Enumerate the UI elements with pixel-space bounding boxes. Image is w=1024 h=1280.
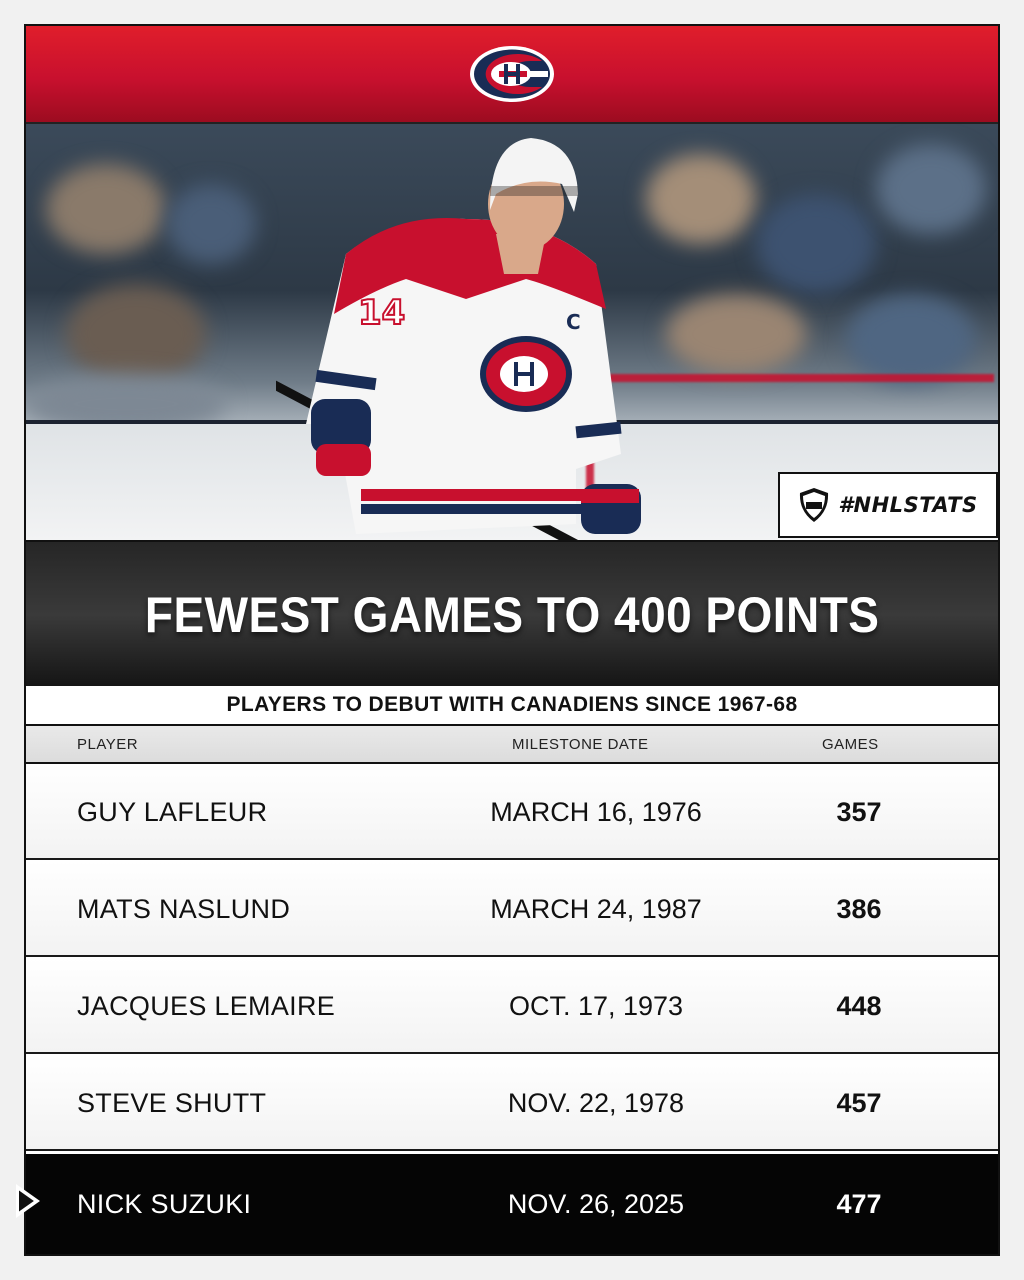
games-count: 448 — [836, 991, 882, 1021]
games-count: 386 — [836, 894, 882, 924]
svg-text:C: C — [566, 310, 581, 334]
table-header: PLAYER MILESTONE DATE GAMES — [26, 726, 998, 764]
milestone-date: MARCH 24, 1987 — [490, 894, 702, 924]
milestone-date: OCT. 17, 1973 — [508, 991, 684, 1021]
games-count: 457 — [836, 1088, 882, 1118]
table-row: STEVE SHUTT NOV. 22, 1978 457 — [26, 1055, 998, 1151]
graphic-card: C 14 #NHLSTATS FEWEST GAMES TO 400 P — [24, 24, 1000, 1256]
player-name: JACQUES LEMAIRE — [77, 991, 336, 1021]
column-games: GAMES — [822, 736, 879, 753]
games-count: 477 — [836, 1189, 882, 1219]
player-figure: C 14 — [276, 138, 641, 540]
player-name: MATS NASLUND — [77, 894, 291, 924]
nhl-stats-badge: #NHLSTATS — [778, 472, 998, 538]
nhl-stats-label: #NHLSTATS — [838, 493, 978, 517]
page-title: FEWEST GAMES TO 400 POINTS — [144, 587, 880, 643]
player-name: STEVE SHUTT — [77, 1088, 267, 1118]
player-name: NICK SUZUKI — [77, 1189, 252, 1219]
table-row: MATS NASLUND MARCH 24, 1987 386 — [26, 861, 998, 957]
title-band: FEWEST GAMES TO 400 POINTS — [26, 540, 998, 690]
column-date: MILESTONE DATE — [512, 736, 649, 753]
games-count: 357 — [836, 797, 882, 827]
player-name: GUY LAFLEUR — [77, 797, 268, 827]
header-bar — [26, 26, 998, 124]
subtitle: PLAYERS TO DEBUT WITH CANADIENS SINCE 19… — [26, 686, 998, 726]
nhl-shield-icon — [800, 488, 829, 522]
milestone-date: NOV. 26, 2025 — [507, 1189, 685, 1219]
highlight-arrow-inner — [19, 1190, 34, 1212]
svg-text:14: 14 — [358, 293, 405, 333]
milestone-date: MARCH 16, 1976 — [490, 797, 702, 827]
player-photo: C 14 #NHLSTATS — [26, 124, 998, 540]
column-player: PLAYER — [77, 736, 139, 753]
table-row: JACQUES LEMAIRE OCT. 17, 1973 448 — [26, 958, 998, 1054]
canadiens-logo-icon — [470, 46, 554, 102]
table-row-highlighted: NICK SUZUKI NOV. 26, 2025 477 — [26, 1154, 998, 1254]
table-row: GUY LAFLEUR MARCH 16, 1976 357 — [26, 764, 998, 860]
milestone-date: NOV. 22, 1978 — [507, 1088, 685, 1118]
